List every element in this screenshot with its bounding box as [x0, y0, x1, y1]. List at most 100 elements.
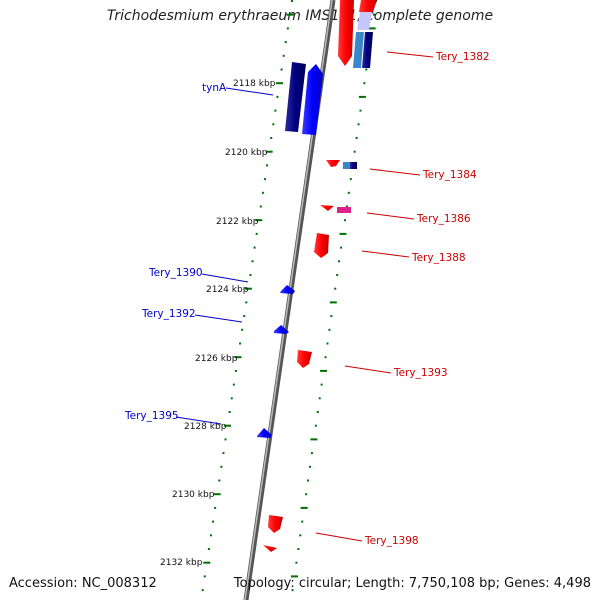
minor-tick — [365, 68, 368, 71]
major-tick — [320, 369, 328, 372]
map-title: Trichodesmium erythraeum IMS101, complet… — [106, 8, 494, 24]
minor-tick — [201, 589, 204, 592]
minor-tick — [284, 41, 287, 44]
minor-tick — [234, 369, 237, 372]
major-tick — [368, 27, 376, 30]
label-tery-1384[interactable]: Tery_1384 — [422, 169, 477, 181]
major-tick — [234, 356, 242, 359]
major-tick — [203, 561, 211, 564]
gene-tery-1392[interactable] — [274, 325, 289, 334]
minor-tick — [232, 383, 235, 386]
tick-label-2122: 2122 kbp — [216, 217, 259, 227]
minor-tick — [338, 260, 341, 263]
gene-tery-1386-magenta[interactable] — [337, 207, 351, 213]
minor-tick — [343, 219, 346, 222]
gene-steelblue[interactable] — [353, 32, 364, 68]
minor-tick — [249, 274, 252, 276]
minor-tick — [261, 191, 264, 194]
leader-tery-1398 — [315, 532, 363, 542]
minor-tick — [328, 328, 331, 331]
genome-summary-text: Topology: circular; Length: 7,750,108 bp… — [233, 576, 591, 591]
minor-tick — [291, 0, 293, 2]
minor-tick — [316, 411, 319, 413]
gene-highlight-pale[interactable] — [357, 12, 372, 30]
minor-tick — [230, 397, 233, 400]
major-tick — [290, 575, 298, 578]
minor-tick — [266, 164, 269, 167]
label-tery-1392[interactable]: Tery_1392 — [141, 308, 196, 320]
accession-text: Accession: NC_008312 — [9, 576, 157, 591]
minor-tick — [286, 27, 289, 30]
minor-tick — [347, 191, 350, 194]
minor-tick — [305, 493, 308, 496]
gene-navy-top[interactable] — [362, 32, 373, 68]
minor-tick — [330, 315, 333, 318]
minor-tick — [253, 246, 256, 249]
tick-label-2118: 2118 kbp — [233, 79, 276, 89]
minor-tick — [282, 54, 285, 57]
major-tick — [244, 287, 252, 290]
leader-tynA — [225, 87, 274, 96]
leader-tery-1393 — [344, 365, 392, 374]
gene-tery-1384-steel[interactable] — [343, 162, 350, 169]
label-tery-1395[interactable]: Tery_1395 — [124, 410, 179, 422]
gene-tery-1395[interactable] — [257, 428, 272, 438]
minor-tick — [222, 452, 225, 455]
minor-tick — [259, 205, 262, 208]
label-tery-1382[interactable]: Tery_1382 — [435, 51, 490, 63]
minor-tick — [280, 68, 283, 71]
label-tery-1393[interactable]: Tery_1393 — [393, 367, 448, 379]
gene-forward-top-red-2[interactable] — [359, 0, 377, 12]
gene-forward-top-red[interactable] — [338, 0, 354, 66]
minor-tick — [251, 260, 254, 263]
major-tick — [224, 424, 232, 427]
gene-tery-1390[interactable] — [280, 285, 295, 294]
minor-tick — [334, 287, 337, 290]
label-tery-1390[interactable]: Tery_1390 — [148, 267, 203, 279]
minor-tick — [318, 397, 321, 400]
minor-tick — [263, 178, 266, 181]
gene-tery-1388[interactable] — [314, 233, 329, 258]
minor-tick — [291, 589, 294, 592]
label-tery-1388[interactable]: Tery_1388 — [411, 252, 466, 264]
major-tick — [339, 232, 347, 235]
minor-tick — [209, 534, 212, 537]
gene-tery-1386-red[interactable] — [320, 205, 334, 211]
minor-tick — [373, 13, 376, 16]
minor-tick — [345, 205, 348, 208]
leader-tery-1384 — [369, 168, 421, 176]
gene-tery-1384-navy[interactable] — [350, 162, 357, 169]
minor-tick — [301, 520, 304, 523]
minor-tick — [340, 246, 343, 249]
minor-tick — [241, 328, 244, 331]
minor-tick — [309, 465, 312, 468]
minor-tick — [349, 178, 352, 181]
gene-tynA-navy[interactable] — [285, 62, 306, 132]
tick-label-2126: 2126 kbp — [195, 354, 238, 364]
major-tick — [310, 438, 318, 441]
minor-tick — [255, 232, 258, 235]
major-tick — [265, 150, 273, 153]
major-tick — [329, 301, 337, 304]
gene-tery-1393[interactable] — [297, 350, 312, 368]
major-tick — [300, 506, 308, 509]
label-tynA[interactable]: tynA — [202, 82, 227, 94]
label-tery-1386[interactable]: Tery_1386 — [416, 213, 471, 225]
minor-tick — [336, 274, 339, 276]
minor-tick — [245, 301, 248, 304]
minor-tick — [359, 109, 362, 112]
leader-tery-1382 — [386, 51, 434, 58]
minor-tick — [357, 123, 360, 126]
gene-tery-1398-small[interactable] — [263, 545, 277, 552]
gene-tery-1384-red[interactable] — [326, 160, 340, 167]
minor-tick — [212, 520, 215, 523]
minor-tick — [207, 548, 210, 550]
minor-tick — [295, 561, 298, 564]
label-tery-1398[interactable]: Tery_1398 — [364, 535, 419, 547]
gene-tery-1398[interactable] — [268, 515, 283, 533]
minor-tick — [353, 150, 356, 153]
gene-tynA-blue[interactable] — [302, 64, 323, 135]
minor-tick — [228, 411, 231, 413]
minor-tick — [276, 95, 279, 98]
